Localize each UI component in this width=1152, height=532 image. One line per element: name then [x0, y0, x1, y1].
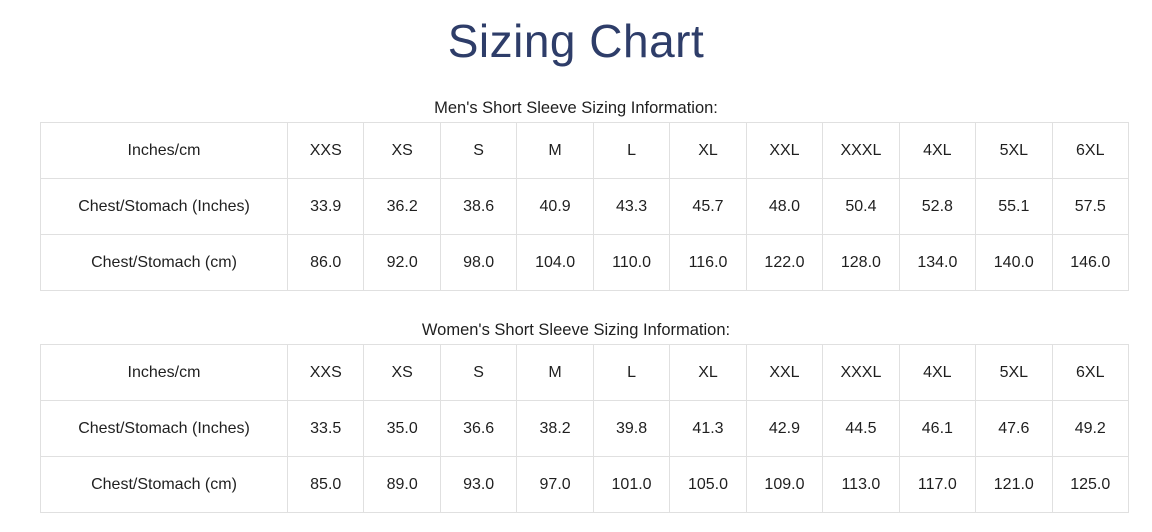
table-row: Chest/Stomach (Inches) 33.9 36.2 38.6 40.9 43…	[40, 178, 1130, 235]
measurement-value-cell: 47.6	[975, 400, 1053, 457]
measurement-value-cell: 42.9	[745, 400, 824, 457]
measurement-value-cell: 101.0	[592, 456, 671, 513]
table-row: Chest/Stomach (cm) 85.0 89.0 93.0 97.0 101.0 1…	[40, 456, 1130, 513]
measurement-value-cell: 121.0	[975, 456, 1053, 513]
sizing-chart-page: Sizing Chart Men's Short Sleeve Sizing I…	[0, 14, 1152, 513]
size-header-cell: XL	[669, 344, 747, 401]
row-label-cell: Chest/Stomach (cm)	[40, 456, 288, 513]
size-header-cell: XS	[363, 344, 441, 401]
measurement-value-cell: 89.0	[363, 456, 441, 513]
unit-header-cell: Inches/cm	[40, 122, 288, 179]
mens-sizing-section: Men's Short Sleeve Sizing Information: I…	[0, 98, 1152, 291]
measurement-value-cell: 48.0	[745, 178, 824, 235]
measurement-value-cell: 97.0	[516, 456, 594, 513]
measurement-value-cell: 98.0	[439, 234, 518, 291]
measurement-value-cell: 36.6	[439, 400, 518, 457]
measurement-value-cell: 86.0	[286, 234, 365, 291]
measurement-value-cell: 109.0	[745, 456, 824, 513]
measurement-value-cell: 46.1	[898, 400, 977, 457]
measurement-value-cell: 110.0	[592, 234, 671, 291]
size-header-cell: XXS	[286, 122, 365, 179]
table-row: Chest/Stomach (cm) 86.0 92.0 98.0 104.0 110.0…	[40, 234, 1130, 291]
womens-sizing-table: Inches/cm XXS XS S M L XL XXL XXXL 4XL 5XL 6XL Chest…	[40, 344, 1130, 513]
measurement-value-cell: 125.0	[1051, 456, 1130, 513]
measurement-value-cell: 134.0	[898, 234, 977, 291]
size-header-cell: 4XL	[898, 122, 977, 179]
size-header-cell: XXL	[745, 122, 824, 179]
measurement-value-cell: 85.0	[286, 456, 365, 513]
size-header-cell: 5XL	[975, 122, 1053, 179]
measurement-value-cell: 38.6	[439, 178, 518, 235]
size-header-cell: S	[439, 122, 518, 179]
measurement-value-cell: 35.0	[363, 400, 441, 457]
row-label-cell: Chest/Stomach (Inches)	[40, 400, 288, 457]
size-header-cell: XXS	[286, 344, 365, 401]
unit-header-cell: Inches/cm	[40, 344, 288, 401]
size-header-cell: L	[592, 344, 671, 401]
measurement-value-cell: 117.0	[898, 456, 977, 513]
measurement-value-cell: 49.2	[1051, 400, 1130, 457]
measurement-value-cell: 44.5	[822, 400, 900, 457]
measurement-value-cell: 52.8	[898, 178, 977, 235]
measurement-value-cell: 140.0	[975, 234, 1053, 291]
size-header-cell: XL	[669, 122, 747, 179]
size-header-row: Inches/cm XXS XS S M L XL XXL XXXL 4XL 5XL 6XL	[40, 344, 1130, 401]
womens-table-caption: Women's Short Sleeve Sizing Information:	[421, 321, 731, 339]
measurement-value-cell: 33.5	[286, 400, 365, 457]
measurement-value-cell: 92.0	[363, 234, 441, 291]
measurement-value-cell: 122.0	[745, 234, 824, 291]
size-header-cell: 4XL	[898, 344, 977, 401]
mens-sizing-table: Inches/cm XXS XS S M L XL XXL XXXL 4XL 5XL 6XL Chest…	[40, 122, 1130, 291]
measurement-value-cell: 36.2	[363, 178, 441, 235]
size-header-cell: XXXL	[822, 122, 900, 179]
row-label-cell: Chest/Stomach (Inches)	[40, 178, 288, 235]
size-header-cell: XXL	[745, 344, 824, 401]
measurement-value-cell: 38.2	[516, 400, 594, 457]
measurement-value-cell: 43.3	[592, 178, 671, 235]
measurement-value-cell: 93.0	[439, 456, 518, 513]
measurement-value-cell: 104.0	[516, 234, 594, 291]
measurement-value-cell: 57.5	[1051, 178, 1130, 235]
size-header-cell: L	[592, 122, 671, 179]
measurement-value-cell: 39.8	[592, 400, 671, 457]
mens-table-caption: Men's Short Sleeve Sizing Information:	[434, 99, 718, 117]
size-header-cell: 6XL	[1051, 122, 1130, 179]
size-header-cell: 6XL	[1051, 344, 1130, 401]
measurement-value-cell: 128.0	[822, 234, 900, 291]
table-row: Chest/Stomach (Inches) 33.5 35.0 36.6 38.2 39…	[40, 400, 1130, 457]
womens-sizing-section: Women's Short Sleeve Sizing Information:…	[0, 320, 1152, 513]
measurement-value-cell: 33.9	[286, 178, 365, 235]
measurement-value-cell: 55.1	[975, 178, 1053, 235]
size-header-cell: M	[516, 122, 594, 179]
row-label-cell: Chest/Stomach (cm)	[40, 234, 288, 291]
size-header-cell: XXXL	[822, 344, 900, 401]
measurement-value-cell: 40.9	[516, 178, 594, 235]
size-header-cell: M	[516, 344, 594, 401]
measurement-value-cell: 113.0	[822, 456, 900, 513]
measurement-value-cell: 105.0	[669, 456, 747, 513]
size-header-cell: S	[439, 344, 518, 401]
measurement-value-cell: 41.3	[669, 400, 747, 457]
measurement-value-cell: 146.0	[1051, 234, 1130, 291]
size-header-cell: 5XL	[975, 344, 1053, 401]
size-header-cell: XS	[363, 122, 441, 179]
page-title: Sizing Chart	[447, 15, 705, 67]
measurement-value-cell: 45.7	[669, 178, 747, 235]
measurement-value-cell: 50.4	[822, 178, 900, 235]
size-header-row: Inches/cm XXS XS S M L XL XXL XXXL 4XL 5XL 6XL	[40, 122, 1130, 179]
measurement-value-cell: 116.0	[669, 234, 747, 291]
